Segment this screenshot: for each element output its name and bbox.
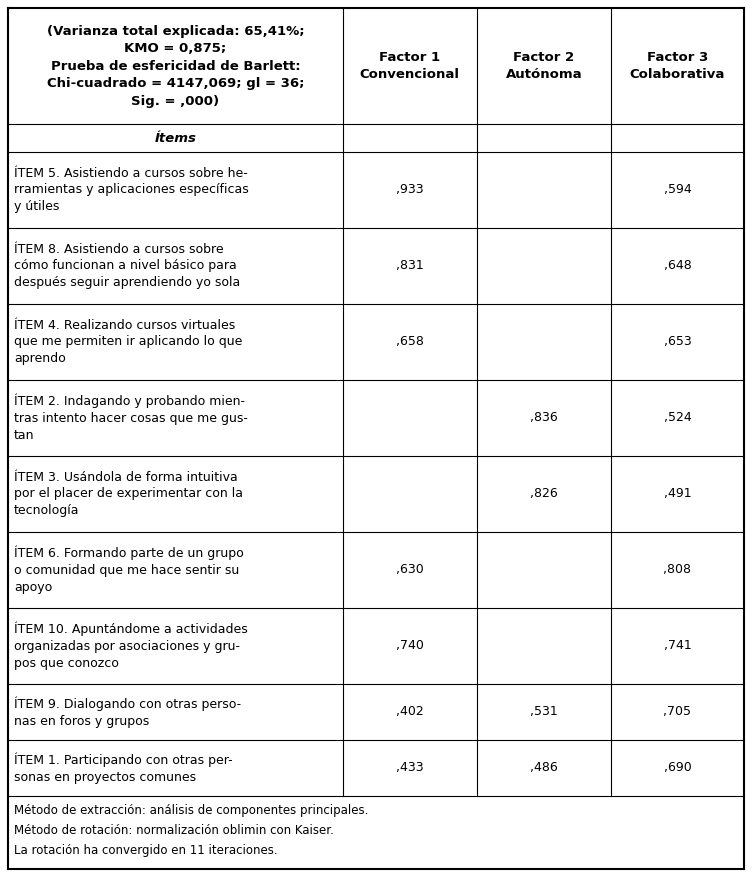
Text: ,826: ,826 bbox=[530, 488, 558, 501]
Text: ÍTEM 3. Usándola de forma intuitiva
por el placer de experimentar con la
tecnolo: ÍTEM 3. Usándola de forma intuitiva por … bbox=[14, 471, 243, 517]
Text: ,658: ,658 bbox=[396, 336, 424, 348]
Text: ,433: ,433 bbox=[396, 761, 423, 774]
Text: ÍTEM 5. Asistiendo a cursos sobre he-
rramientas y aplicaciones específicas
y út: ÍTEM 5. Asistiendo a cursos sobre he- rr… bbox=[14, 167, 249, 213]
Text: ,740: ,740 bbox=[396, 639, 424, 652]
Text: (Varianza total explicada: 65,41%;
KMO = 0,875;
Prueba de esfericidad de Barlett: (Varianza total explicada: 65,41%; KMO =… bbox=[47, 25, 305, 108]
Text: Factor 2
Autónoma: Factor 2 Autónoma bbox=[505, 51, 582, 82]
Text: ,402: ,402 bbox=[396, 705, 423, 718]
Text: ,705: ,705 bbox=[663, 705, 691, 718]
Text: ,836: ,836 bbox=[530, 411, 558, 424]
Text: ,594: ,594 bbox=[663, 183, 691, 196]
Text: ,524: ,524 bbox=[663, 411, 691, 424]
Text: ,933: ,933 bbox=[396, 183, 423, 196]
Text: ,653: ,653 bbox=[663, 336, 691, 348]
Text: La rotación ha convergido en 11 iteraciones.: La rotación ha convergido en 11 iteracio… bbox=[14, 844, 277, 857]
Text: Factor 1
Convencional: Factor 1 Convencional bbox=[360, 51, 460, 82]
Text: ÍTEM 8. Asistiendo a cursos sobre
cómo funcionan a nivel básico para
después seg: ÍTEM 8. Asistiendo a cursos sobre cómo f… bbox=[14, 243, 240, 289]
Text: ,690: ,690 bbox=[663, 761, 691, 774]
Text: ,831: ,831 bbox=[396, 260, 423, 273]
Text: ÍTEM 2. Indagando y probando mien-
tras intento hacer cosas que me gus-
tan: ÍTEM 2. Indagando y probando mien- tras … bbox=[14, 394, 248, 442]
Text: ,808: ,808 bbox=[663, 564, 691, 576]
Text: ,630: ,630 bbox=[396, 564, 423, 576]
Text: ,491: ,491 bbox=[663, 488, 691, 501]
Text: ,486: ,486 bbox=[530, 761, 558, 774]
Text: ÍTEM 1. Participando con otras per-
sonas en proyectos comunes: ÍTEM 1. Participando con otras per- sona… bbox=[14, 752, 232, 784]
Text: ÍTEM 6. Formando parte de un grupo
o comunidad que me hace sentir su
apoyo: ÍTEM 6. Formando parte de un grupo o com… bbox=[14, 546, 244, 594]
Text: ,648: ,648 bbox=[663, 260, 691, 273]
Text: ,741: ,741 bbox=[663, 639, 691, 652]
Text: ÍTEM 9. Dialogando con otras perso-
nas en foros y grupos: ÍTEM 9. Dialogando con otras perso- nas … bbox=[14, 696, 241, 728]
Text: Método de extracción: análisis de componentes principales.: Método de extracción: análisis de compon… bbox=[14, 804, 368, 817]
Text: ,531: ,531 bbox=[530, 705, 558, 718]
Text: Método de rotación: normalización oblimin con Kaiser.: Método de rotación: normalización oblimi… bbox=[14, 824, 334, 837]
Text: ÍTEM 10. Apuntándome a actividades
organizadas por asociaciones y gru-
pos que c: ÍTEM 10. Apuntándome a actividades organ… bbox=[14, 622, 247, 670]
Text: Ítems: Ítems bbox=[154, 132, 196, 145]
Text: ÍTEM 4. Realizando cursos virtuales
que me permiten ir aplicando lo que
aprendo: ÍTEM 4. Realizando cursos virtuales que … bbox=[14, 318, 242, 366]
Text: Factor 3
Colaborativa: Factor 3 Colaborativa bbox=[629, 51, 725, 82]
